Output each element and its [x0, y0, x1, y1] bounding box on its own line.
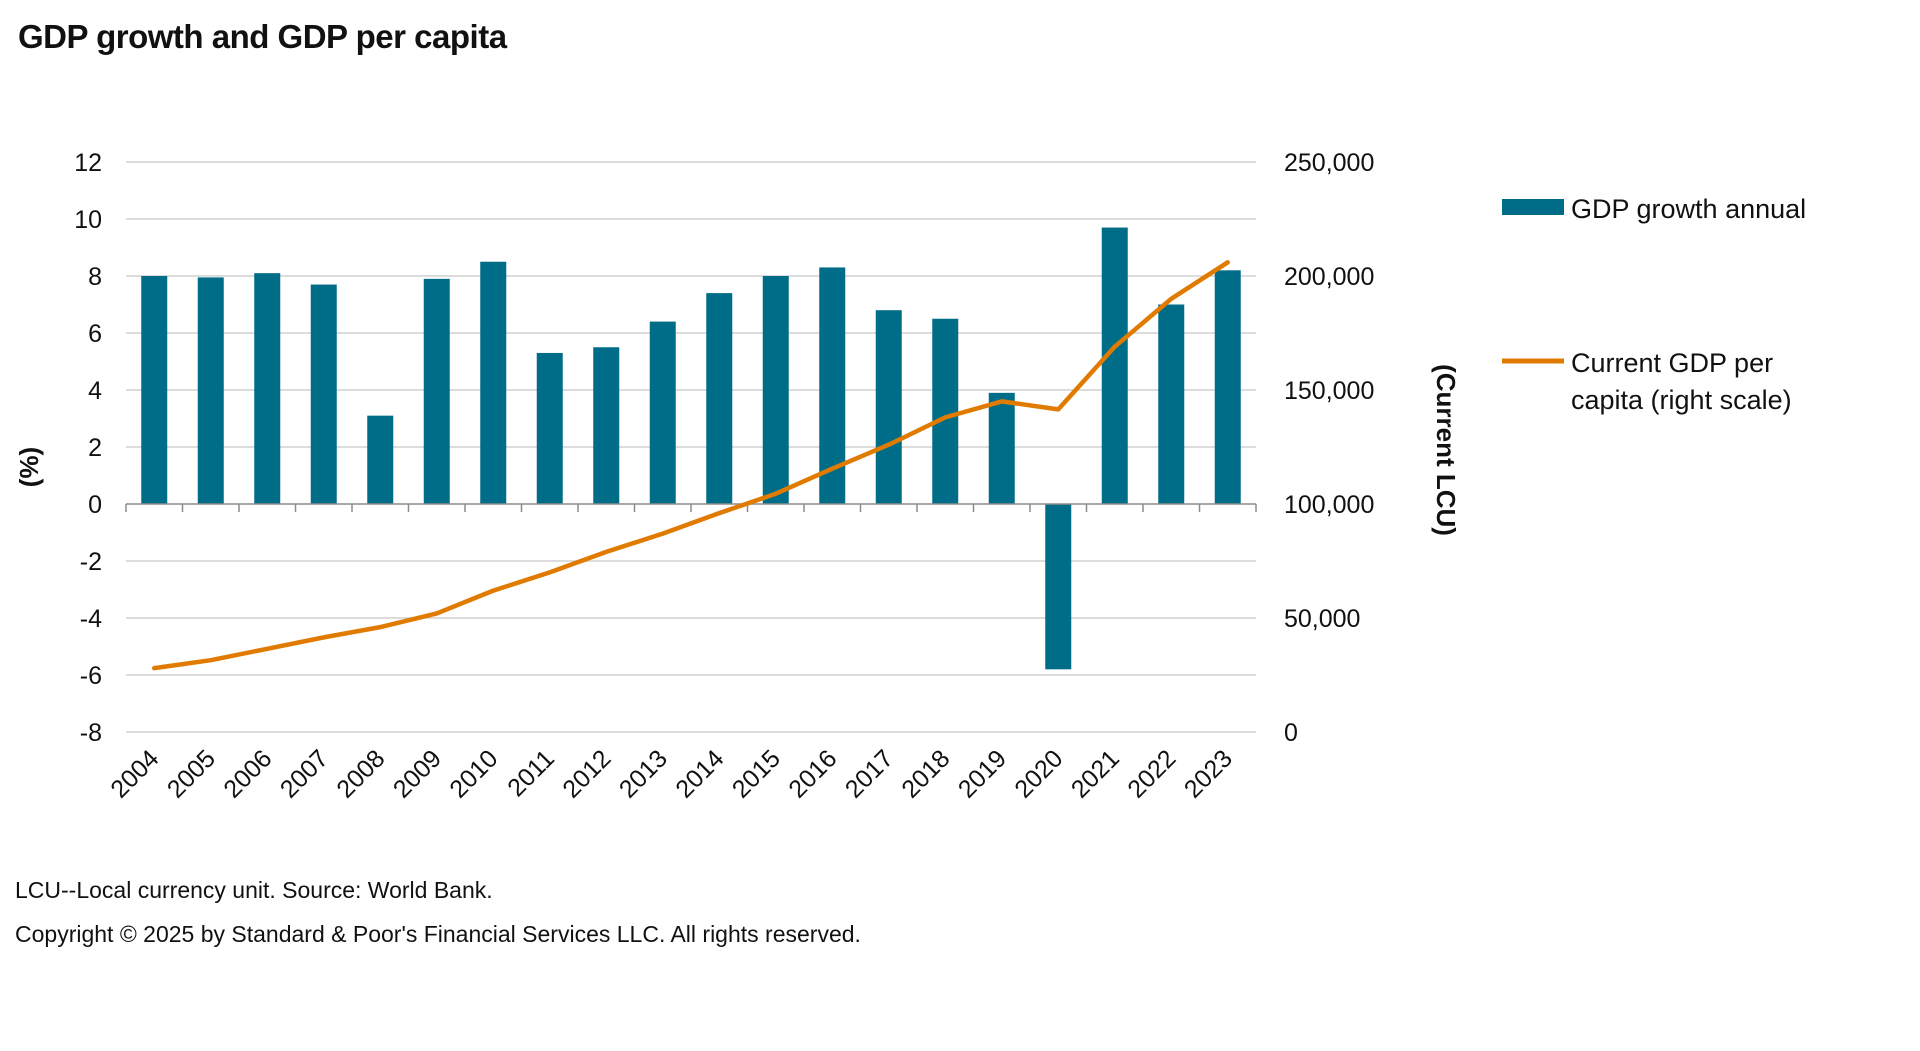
source-note: LCU--Local currency unit. Source: World … [15, 877, 493, 903]
left-tick-label: 8 [88, 263, 102, 291]
bar-2019 [988, 392, 1015, 504]
bar-2020 [1045, 504, 1072, 670]
x-tick-label: 2022 [1122, 744, 1181, 803]
gridlines [126, 161, 1256, 733]
right-tick-label: 0 [1284, 719, 1298, 747]
bar-2023 [1214, 270, 1241, 504]
right-tick-label: 50,000 [1284, 605, 1360, 633]
left-tick-label: -4 [80, 605, 102, 633]
bar-2008 [367, 415, 394, 504]
x-tick-label: 2015 [727, 744, 786, 803]
x-tick-label: 2010 [444, 744, 503, 803]
bar-2014 [706, 293, 733, 504]
legend-label-line-1: Current GDP per [1571, 348, 1773, 378]
x-tick-label: 2017 [840, 744, 899, 803]
bar-series [141, 227, 1241, 670]
bar-2010 [480, 261, 507, 504]
x-tick-labels: 2004200520062007200820092010201120122013… [105, 744, 1238, 803]
x-tick-label: 2020 [1009, 744, 1068, 803]
x-tick-label: 2005 [162, 744, 221, 803]
left-tick-label: 10 [74, 206, 102, 234]
bar-2005 [197, 277, 224, 504]
x-tick-label: 2012 [557, 744, 616, 803]
left-tick-label: 12 [74, 149, 102, 177]
bar-2018 [932, 318, 959, 504]
legend-label-bar: GDP growth annual [1571, 194, 1806, 224]
right-y-axis: 250,000 200,000 150,000 100,000 50,000 0 [1284, 149, 1374, 747]
right-tick-label: 150,000 [1284, 377, 1374, 405]
right-axis-title: (Current LCU) [1431, 364, 1461, 536]
bar-2012 [593, 347, 620, 504]
x-tick-label: 2006 [218, 744, 277, 803]
left-tick-label: 2 [88, 434, 102, 462]
x-tick-label: 2023 [1179, 744, 1238, 803]
x-tick-label: 2008 [331, 744, 390, 803]
chart-title: GDP growth and GDP per capita [18, 18, 507, 55]
left-tick-label: 0 [88, 491, 102, 519]
x-tick-label: 2013 [614, 744, 673, 803]
bar-2021 [1101, 227, 1128, 505]
bar-2022 [1158, 304, 1185, 504]
left-tick-label: -8 [80, 719, 102, 747]
x-axis [125, 503, 1257, 512]
line-series [152, 260, 1230, 671]
right-tick-label: 100,000 [1284, 491, 1374, 519]
legend-label-line-2: capita (right scale) [1571, 385, 1792, 415]
left-tick-label: -2 [80, 548, 102, 576]
bar-2015 [762, 276, 789, 504]
x-tick-label: 2004 [105, 744, 164, 803]
x-tick-label: 2007 [275, 744, 334, 803]
x-tick-label: 2014 [670, 744, 729, 803]
bar-2013 [649, 321, 676, 504]
x-tick-label: 2019 [953, 744, 1012, 803]
right-tick-label: 200,000 [1284, 263, 1374, 291]
left-axis-title: (%) [14, 447, 44, 487]
right-tick-label: 250,000 [1284, 149, 1374, 177]
left-tick-label: -6 [80, 662, 102, 690]
bar-2006 [254, 273, 281, 504]
bar-2011 [536, 352, 563, 504]
x-tick-label: 2009 [388, 744, 447, 803]
gdp-per-capita-line [152, 260, 1230, 671]
x-tick-label: 2021 [1066, 744, 1125, 803]
left-y-axis: 12 10 8 6 4 2 0 -2 -4 -6 -8 [74, 149, 102, 747]
legend-swatch-bar [1502, 199, 1564, 215]
x-tick-label: 2018 [896, 744, 955, 803]
bar-2009 [423, 278, 450, 504]
bar-2007 [310, 284, 337, 504]
legend: GDP growth annual Current GDP per capita… [1502, 194, 1806, 415]
copyright-note: Copyright © 2025 by Standard & Poor's Fi… [15, 921, 861, 947]
bar-2004 [141, 276, 168, 504]
left-tick-label: 6 [88, 320, 102, 348]
bar-2017 [875, 310, 902, 504]
x-tick-label: 2016 [783, 744, 842, 803]
left-tick-label: 4 [88, 377, 102, 405]
x-tick-label: 2011 [502, 744, 560, 802]
